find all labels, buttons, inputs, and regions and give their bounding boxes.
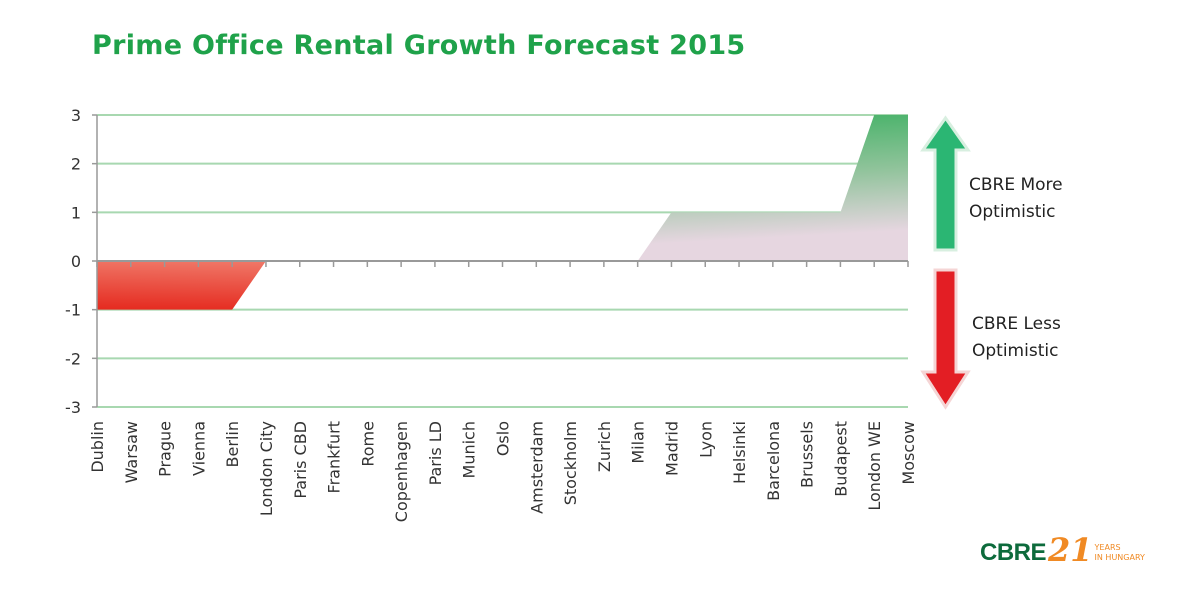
y-tick-label: -3 [65,398,81,417]
x-tick-label: Helsinki [730,421,749,484]
y-tick-label: 2 [71,155,81,174]
logo-tagline: YEARS IN HUNGARY [1095,543,1145,563]
annotation-line: Optimistic [969,202,1056,222]
x-tick-label: Rome [358,421,377,467]
x-tick-label: Berlin [223,421,242,467]
annotation-line: Optimistic [972,341,1059,361]
logo-line: YEARS [1094,543,1121,552]
logo-number: 21 [1048,531,1093,569]
logo-line: IN HUNGARY [1094,553,1145,562]
positive-area [97,115,908,261]
negative-area [97,261,908,310]
chart-title: Prime Office Rental Growth Forecast 2015 [92,30,746,61]
y-tick-label: 0 [71,252,81,271]
x-tick-label: Moscow [899,421,918,485]
annotation-more-optimistic: CBRE More Optimistic [969,172,1063,226]
x-tick-label: Budapest [831,421,850,497]
x-tick-label: Zurich [595,421,614,472]
x-tick-label: Lyon [696,421,715,458]
x-tick-label: Copenhagen [392,421,411,522]
arrow-down-icon [920,268,971,410]
x-tick-label: Barcelona [764,421,783,501]
x-tick-label: Dublin [88,421,107,473]
x-tick-label: Munich [460,421,479,478]
logo-brand: CBRE [980,539,1047,566]
annotation-line: CBRE Less [972,314,1061,334]
x-tick-label: Paris LD [426,421,445,485]
x-tick-label: Oslo [494,421,513,456]
x-tick-label: Frankfurt [325,421,344,493]
y-tick-label: -2 [65,349,81,368]
x-tick-label: Madrid [662,421,681,476]
y-tick-label: 3 [71,106,81,125]
annotation-line: CBRE More [969,175,1063,195]
x-tick-label: Vienna [189,421,208,476]
y-tick-label: -1 [65,301,81,320]
x-tick-label: Warsaw [122,421,141,483]
x-tick-label: London WE [865,421,884,511]
y-tick-label: 1 [71,203,81,222]
x-tick-label: Stockholm [561,421,580,505]
x-tick-label: Milan [629,421,648,464]
x-tick-label: Prague [156,421,175,477]
x-tick-label: Amsterdam [527,421,546,514]
arrow-up-icon [920,115,971,252]
x-tick-label: London City [257,421,276,516]
x-tick-label: Brussels [798,421,817,488]
cbre-logo: CBRE 21 YEARS IN HUNGARY [980,531,1145,569]
annotation-less-optimistic: CBRE Less Optimistic [972,311,1061,365]
x-tick-label: Paris CBD [291,421,310,499]
